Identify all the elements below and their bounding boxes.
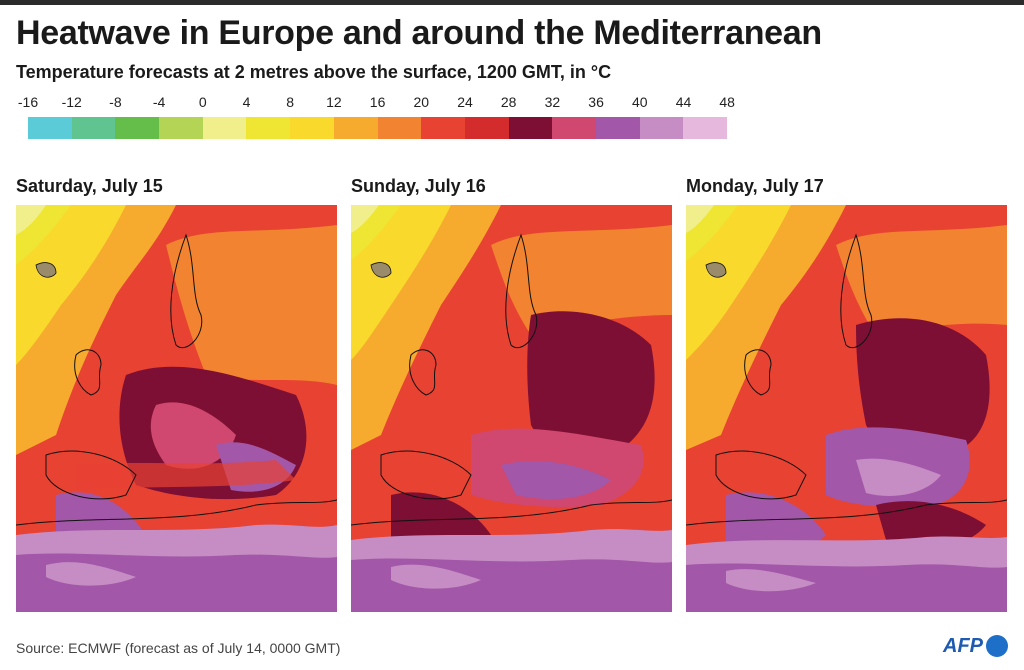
- legend-tick-label: 36: [588, 94, 604, 110]
- panel-title-sunday: Sunday, July 16: [351, 176, 486, 196]
- legend-tick-label: 48: [719, 94, 735, 110]
- legend-tick-label: 24: [457, 94, 473, 110]
- legend-tick-label: 44: [675, 94, 692, 110]
- legend-swatch: [683, 117, 727, 139]
- legend-tick-label: 16: [369, 94, 386, 110]
- legend-tick-label: 40: [632, 94, 648, 110]
- page-title: Heatwave in Europe and around the Medite…: [16, 14, 822, 52]
- map-saturday: [16, 205, 337, 612]
- legend-swatch: [71, 117, 116, 139]
- legend-tick-label: -4: [152, 94, 166, 110]
- legend-swatch: [639, 117, 684, 139]
- legend-swatch: [377, 117, 422, 139]
- legend-tick-label: 0: [198, 94, 207, 110]
- panel-title-monday: Monday, July 17: [686, 176, 824, 196]
- legend-tick-label: 28: [500, 94, 517, 110]
- map-monday: [686, 205, 1007, 612]
- legend-swatch: [508, 117, 553, 139]
- legend-swatch: [202, 117, 247, 139]
- legend-swatch: [552, 117, 596, 139]
- legend-tick-label: -16: [17, 94, 39, 110]
- map-sunday-graphic: [351, 205, 672, 612]
- map-saturday-graphic: [16, 205, 337, 612]
- legend-tick-label: 12: [326, 94, 342, 110]
- legend-swatch: [464, 117, 509, 139]
- afp-logo: AFP: [943, 632, 1008, 660]
- panel-title-saturday: Saturday, July 15: [16, 176, 163, 196]
- legend-swatch: [28, 117, 72, 139]
- legend-tick-label: 4: [242, 94, 251, 110]
- legend-tick-label: 20: [413, 94, 430, 110]
- legend-tick-label: -8: [109, 94, 122, 110]
- top-rule: [0, 0, 1024, 5]
- legend-tick-label: -12: [61, 94, 82, 110]
- map-monday-graphic: [686, 205, 1007, 612]
- legend-ticks: -16 -12 -8 -4 0 4 8 12 16 20 24 28 32 36 40 44 48: [16, 94, 748, 114]
- legend-tick-label: 32: [544, 94, 561, 110]
- temperature-legend: [28, 117, 727, 139]
- legend-swatch: [290, 117, 334, 139]
- afp-logo-text: AFP: [943, 634, 983, 657]
- legend-swatch: [595, 117, 640, 139]
- page-subtitle: Temperature forecasts at 2 metres above …: [16, 62, 612, 82]
- legend-swatch: [421, 117, 465, 139]
- source-note: Source: ECMWF (forecast as of July 14, 0…: [16, 640, 341, 656]
- legend-swatch: [115, 117, 160, 139]
- legend-swatch: [333, 117, 378, 139]
- legend-swatch: [246, 117, 291, 139]
- legend-swatch: [159, 117, 203, 139]
- map-sunday: [351, 205, 672, 612]
- afp-logo-dot: [986, 635, 1008, 657]
- legend-tick-label: 8: [286, 94, 295, 110]
